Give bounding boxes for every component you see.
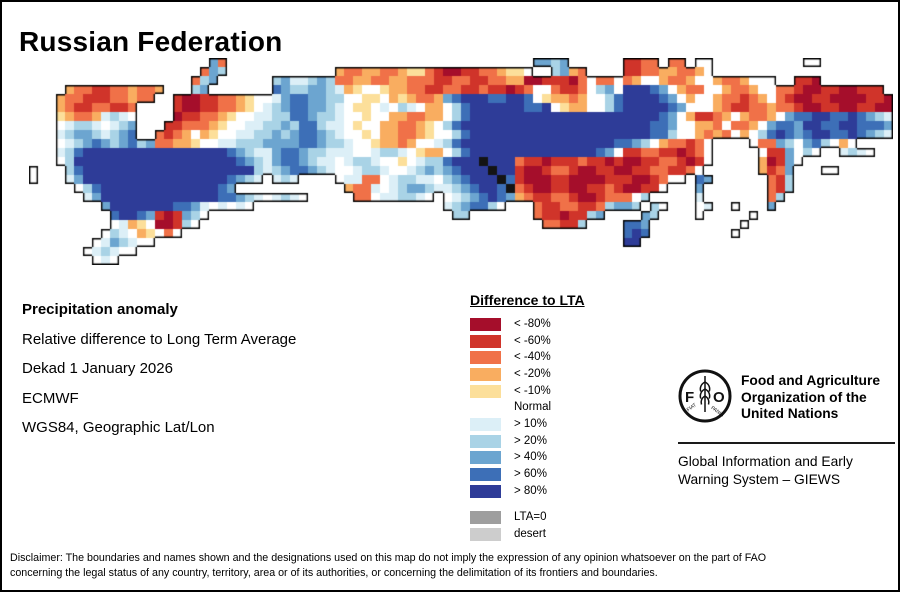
legend-item: > 60% [470,466,585,483]
legend-item: < -20% [470,366,585,383]
page-title: Russian Federation [19,26,283,57]
legend-swatch [470,384,501,398]
legend-extra-items: LTA=0 desert [470,510,585,543]
legend-item-label: < -80% [514,317,551,330]
legend-swatch [470,528,501,542]
legend-swatch [470,401,501,415]
info-product: Precipitation anomaly [22,301,178,318]
map-canvas [29,58,893,265]
fao-logo-letter-o: O [713,389,725,406]
legend-item: Normal [470,399,585,416]
wheat-ear-icon [699,376,711,412]
legend: Difference to LTA < -80% < -60% < -40% < -2… [470,292,585,543]
legend-swatch [470,451,501,465]
legend-swatch [470,334,501,348]
giews-name: Global Information and Early Warning Sys… [678,454,853,487]
map-info-block: Precipitation anomaly Relative differenc… [22,302,296,450]
legend-item-label: Normal [514,401,552,414]
info-description: Relative difference to Long Term Average [22,330,297,348]
legend-item-label: LTA=0 [514,511,547,524]
legend-swatch [470,317,501,331]
legend-item: < -40% [470,349,585,366]
legend-item-label: < -60% [514,334,551,347]
fao-org-name: Food and Agriculture Organization of the… [741,373,880,421]
legend-item: LTA=0 [470,510,585,527]
fao-divider [678,442,895,444]
info-source: ECMWF [22,389,79,407]
fao-motto-fiat: FIAT [686,402,698,413]
legend-swatch [470,434,501,448]
legend-item-label: > 80% [514,484,547,497]
legend-item-label: < -10% [514,384,551,397]
legend-item: desert [470,526,585,543]
legend-item-label: > 60% [514,468,547,481]
legend-item: > 20% [470,433,585,450]
legend-swatch [470,468,501,482]
legend-item: > 80% [470,483,585,500]
legend-item-label: > 20% [514,434,547,447]
legend-item-label: > 10% [514,417,547,430]
info-dekad: Dekad 1 January 2026 [22,360,173,377]
fao-logo-icon: F O FIAT PANIS [678,369,732,423]
legend-swatch [470,367,501,381]
legend-item: < -80% [470,316,585,333]
legend-swatch [470,351,501,365]
fao-logo-letter-f: F [685,389,694,406]
legend-item-label: < -40% [514,351,551,364]
legend-item-label: desert [514,528,546,541]
legend-items: < -80% < -60% < -40% < -20% < -10% Normal > 10… [470,316,585,500]
legend-item: < -10% [470,383,585,400]
info-projection: WGS84, Geographic Lat/Lon [22,419,215,436]
legend-swatch [470,417,501,431]
legend-item: > 10% [470,416,585,433]
disclaimer-line-2: concerning the legal status of any count… [10,566,658,579]
disclaimer-line-1: Disclaimer: The boundaries and names sho… [10,552,767,564]
legend-swatch [470,484,501,498]
disclaimer: Disclaimer: The boundaries and names sho… [10,551,890,581]
legend-swatch [470,511,501,525]
legend-item-label: < -20% [514,367,551,380]
legend-item: > 40% [470,450,585,467]
legend-item: < -60% [470,333,585,350]
legend-title: Difference to LTA [470,292,585,308]
legend-item-label: > 40% [514,451,547,464]
